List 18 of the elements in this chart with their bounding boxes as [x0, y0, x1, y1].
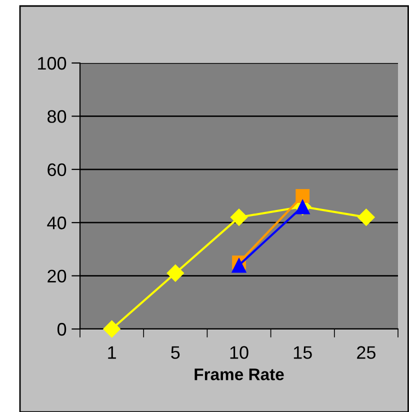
point — [357, 208, 376, 226]
y-tick-label: 40 — [47, 216, 66, 230]
x-tick-label: 25 — [357, 346, 376, 359]
y-tick-label: 100 — [38, 56, 66, 70]
point — [230, 208, 248, 226]
x-tick-label: 5 — [171, 346, 180, 359]
y-tick-label: 0 — [57, 322, 66, 336]
point — [231, 258, 247, 273]
x-tick-label: 1 — [108, 346, 116, 359]
y-tick-label: 80 — [48, 110, 66, 123]
x-axis-title: Frame Rate — [194, 368, 284, 380]
y-tick-label: 60 — [48, 163, 66, 176]
point — [296, 189, 310, 203]
point — [166, 264, 184, 282]
x-tick-label: 10 — [230, 346, 248, 359]
y-tick-label: 20 — [48, 270, 66, 283]
x-tick-label: 15 — [294, 346, 312, 359]
point — [102, 320, 121, 338]
